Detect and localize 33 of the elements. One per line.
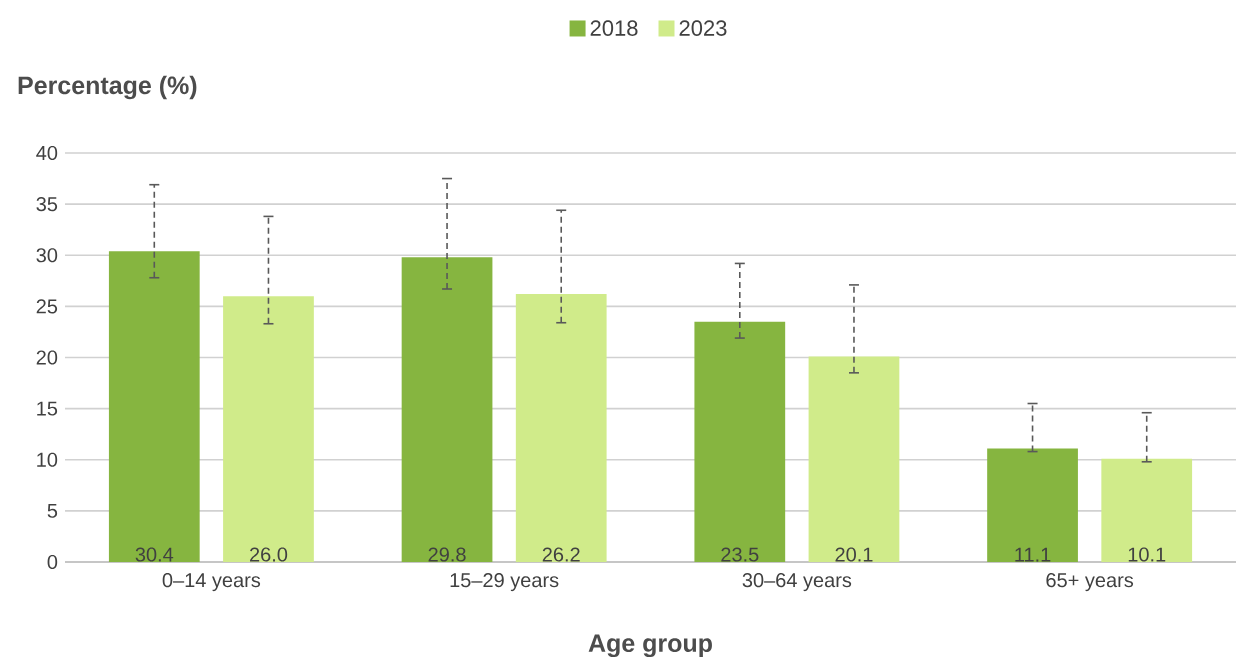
legend-label: 2018 (590, 20, 638, 36)
y-tick-label: 35 (36, 197, 58, 212)
x-axis-title: Age group (588, 634, 712, 658)
bar (694, 321, 786, 562)
data-label: 29.8 (428, 547, 466, 562)
bar (1101, 458, 1193, 562)
y-tick-label: 0 (47, 554, 58, 570)
bar (108, 251, 200, 562)
y-tick-label: 15 (37, 401, 58, 416)
data-label: 23.5 (721, 547, 759, 562)
y-tick-label: 30 (36, 248, 58, 263)
data-label: 26.0 (250, 547, 288, 562)
y-tick-label: 40 (36, 145, 58, 161)
y-tick-label: 5 (47, 503, 58, 518)
data-label: 26.2 (542, 547, 580, 562)
y-tick-label: 20 (36, 350, 58, 365)
data-label: 30.4 (135, 547, 174, 562)
data-label: 10.1 (1128, 547, 1166, 562)
y-tick-label: 25 (36, 299, 58, 314)
x-tick-label: 30–64 years (742, 573, 852, 592)
bar (401, 257, 493, 562)
x-tick-label: 15–29 years (450, 573, 559, 592)
data-label: 11.1 (1015, 547, 1051, 562)
y-tick-label: 10 (37, 452, 58, 467)
x-tick-label: 0–14 years (162, 573, 261, 592)
bar (987, 448, 1078, 562)
bar (223, 296, 314, 562)
data-label: 20.1 (835, 547, 873, 562)
bar (515, 294, 607, 562)
legend-label: 2023 (679, 20, 727, 36)
y-axis-title: Percentage (%) (18, 75, 197, 100)
x-tick-label: 65+ years (1046, 573, 1134, 592)
bar (808, 356, 900, 562)
